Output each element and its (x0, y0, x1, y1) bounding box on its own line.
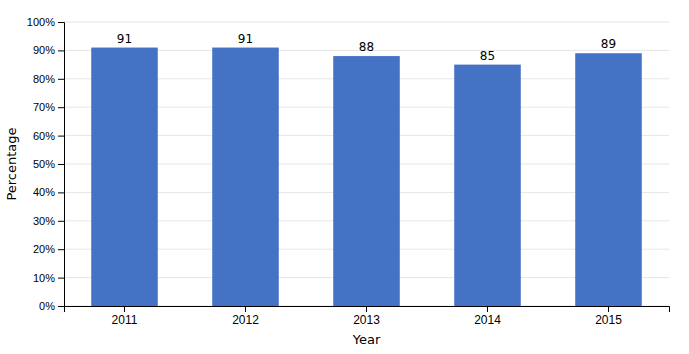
y-tick-mark (58, 221, 64, 222)
y-tick-mark (58, 22, 64, 23)
x-axis: 2011 2012 2013 2014 2015 (65, 306, 670, 327)
x-tick-label: 2013 (353, 313, 380, 327)
y-tick-label: 20% (33, 243, 55, 255)
y-tick-label: 30% (33, 215, 55, 227)
x-tick-mark (608, 306, 609, 312)
x-tick-label: 2015 (595, 313, 622, 327)
y-axis: 0% 10% 20% 30% 40% 50% 60% 70% 80% 90% 100% (27, 16, 65, 312)
x-tick-label: 2011 (112, 313, 138, 327)
y-axis-line (58, 23, 65, 307)
y-tick-mark (58, 107, 64, 108)
bar (91, 48, 158, 306)
y-tick-label: 80% (33, 73, 55, 85)
x-tick: 2013 (353, 306, 380, 327)
x-tick-label: 2012 (232, 313, 259, 327)
data-label: 89 (601, 37, 616, 51)
grid-line (64, 22, 669, 23)
data-label: 91 (238, 32, 253, 46)
y-tick-mark (58, 192, 64, 193)
x-tick: 2012 (232, 306, 259, 327)
bar (212, 48, 279, 306)
y-tick-mark (58, 249, 64, 250)
data-label: 88 (359, 40, 374, 54)
y-tick: 10% (33, 272, 64, 284)
y-tick-mark (58, 306, 64, 307)
y-tick: 60% (33, 130, 64, 142)
y-tick-label: 0% (39, 300, 55, 312)
x-tick-mark (366, 306, 367, 312)
y-axis-title: Percentage (4, 127, 19, 200)
y-tick-label: 50% (33, 158, 55, 170)
y-tick: 0% (39, 300, 64, 312)
y-tick: 20% (33, 243, 64, 255)
bar (575, 53, 642, 306)
y-tick-label: 100% (27, 16, 55, 28)
y-tick: 30% (33, 215, 64, 227)
y-tick: 100% (27, 16, 64, 28)
y-tick-label: 40% (33, 186, 55, 198)
data-label: 91 (117, 32, 132, 46)
grid (64, 22, 669, 306)
y-tick-label: 60% (33, 130, 55, 142)
plot: 2011 2012 2013 2014 2015 0% 10% 20% 30% 40% 50% 60%… (27, 16, 670, 327)
y-tick-mark (58, 79, 64, 80)
y-tick-mark (58, 164, 64, 165)
x-axis-line (65, 307, 670, 313)
x-tick-mark (245, 306, 246, 312)
data-labels: 91 91 88 85 89 (117, 32, 616, 63)
y-tick: 80% (33, 73, 64, 85)
x-tick: 2011 (112, 306, 138, 327)
x-axis-title: Year (352, 332, 381, 347)
y-tick: 70% (33, 101, 64, 113)
x-tick: 2014 (474, 306, 501, 327)
y-tick-label: 10% (33, 272, 55, 284)
bar (454, 65, 521, 306)
y-tick-mark (58, 136, 64, 137)
chart: 2011 2012 2013 2014 2015 0% 10% 20% 30% 40% 50% 60%… (0, 0, 689, 354)
y-tick: 50% (33, 158, 64, 170)
y-tick: 40% (33, 186, 64, 198)
y-tick: 90% (33, 44, 64, 56)
bar (333, 56, 400, 306)
x-tick: 2015 (595, 306, 622, 327)
x-tick-mark (487, 306, 488, 312)
y-tick-mark (58, 50, 64, 51)
y-tick-label: 70% (33, 101, 55, 113)
x-tick-mark (124, 306, 125, 312)
bars (91, 48, 642, 306)
x-tick-label: 2014 (474, 313, 501, 327)
y-tick-label: 90% (33, 44, 55, 56)
data-label: 85 (480, 49, 495, 63)
y-tick-mark (58, 278, 64, 279)
